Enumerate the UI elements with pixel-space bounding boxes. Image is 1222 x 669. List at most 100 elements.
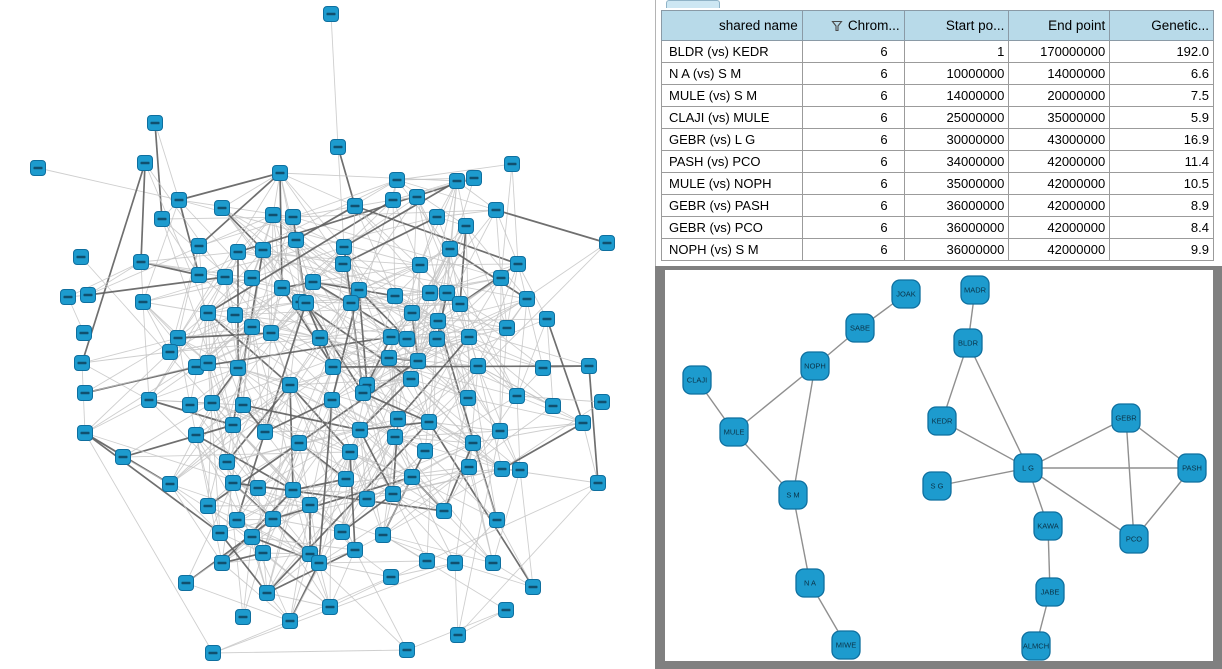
edge-name-cell[interactable]: GEBR (vs) PASH — [661, 194, 803, 217]
value-cell[interactable]: 6 — [801, 194, 905, 217]
column-header-shared-name[interactable]: shared name — [661, 10, 803, 41]
edge-name-cell[interactable]: MULE (vs) S M — [661, 84, 803, 107]
network-edge[interactable] — [967, 342, 1029, 469]
value-cell[interactable]: 6 — [801, 172, 905, 195]
value-cell[interactable]: 6 — [801, 216, 905, 239]
network-node-pash[interactable] — [1177, 453, 1207, 483]
table-row[interactable]: PASH (vs) PCO 6 34000000 42000000 11.4 — [661, 150, 1214, 173]
value-cell[interactable]: 14000000 — [1008, 62, 1111, 85]
table-row[interactable]: N A (vs) S M 6 10000000 14000000 6.6 — [661, 62, 1214, 85]
value-cell[interactable]: 6 — [801, 106, 905, 129]
value-cell[interactable]: 25000000 — [903, 106, 1010, 129]
value-cell[interactable]: 6.6 — [1109, 62, 1214, 85]
network-node-gebr[interactable] — [1111, 403, 1141, 433]
value-cell[interactable]: 42000000 — [1008, 238, 1111, 261]
value-cell[interactable]: 8.4 — [1109, 216, 1214, 239]
table-row[interactable]: GEBR (vs) PASH 6 36000000 42000000 8.9 — [661, 194, 1214, 217]
hairball-network[interactable] — [0, 0, 655, 669]
value-cell[interactable]: 42000000 — [1008, 216, 1111, 239]
network-edge[interactable] — [792, 365, 816, 496]
value-cell[interactable]: 36000000 — [903, 238, 1010, 261]
network-node-noph[interactable] — [800, 351, 830, 381]
value-cell[interactable]: 36000000 — [903, 216, 1010, 239]
network-node-kedr[interactable] — [927, 406, 957, 436]
table-row[interactable]: MULE (vs) S M 6 14000000 20000000 7.5 — [661, 84, 1214, 107]
value-cell[interactable]: 6 — [801, 62, 905, 85]
edge-name-cell[interactable]: GEBR (vs) L G — [661, 128, 803, 151]
value-cell[interactable]: 42000000 — [1008, 194, 1111, 217]
value-cell[interactable]: 170000000 — [1008, 40, 1111, 63]
column-header-chrom---[interactable]: Chrom... — [801, 10, 905, 41]
value-cell[interactable]: 11.4 — [1109, 150, 1214, 173]
table-row[interactable]: GEBR (vs) PCO 6 36000000 42000000 8.4 — [661, 216, 1214, 239]
column-header-start-po---[interactable]: Start po... — [903, 10, 1010, 41]
table-tab-fragment[interactable] — [666, 0, 720, 8]
value-cell[interactable]: 7.5 — [1109, 84, 1214, 107]
value-cell[interactable]: 6 — [801, 238, 905, 261]
network-node-pco[interactable] — [1119, 524, 1149, 554]
network-node-l-g[interactable] — [1013, 453, 1043, 483]
value-cell[interactable]: 30000000 — [903, 128, 1010, 151]
table-row[interactable]: BLDR (vs) KEDR 6 1 170000000 192.0 — [661, 40, 1214, 63]
network-node-sabe[interactable] — [845, 313, 875, 343]
value-cell[interactable]: 42000000 — [1008, 172, 1111, 195]
value-cell[interactable]: 16.9 — [1109, 128, 1214, 151]
value-cell[interactable]: 20000000 — [1008, 84, 1111, 107]
value-cell[interactable]: 6 — [801, 84, 905, 107]
edge-name-cell[interactable]: GEBR (vs) PCO — [661, 216, 803, 239]
table-row[interactable]: MULE (vs) NOPH 6 35000000 42000000 10.5 — [661, 172, 1214, 195]
edge-name-cell[interactable]: NOPH (vs) S M — [661, 238, 803, 261]
network-node-joak[interactable] — [891, 279, 921, 309]
value-cell[interactable]: 10000000 — [903, 62, 1010, 85]
network-node-jabe[interactable] — [1035, 577, 1065, 607]
value-cell[interactable]: 35000000 — [1008, 106, 1111, 129]
network-edge[interactable] — [936, 467, 1029, 487]
value-cell[interactable]: 6 — [801, 40, 905, 63]
network-node-claji[interactable] — [682, 365, 712, 395]
filtered-network[interactable]: CLAJI NOPH SABE JOAK MADR BLDR MULE KEDR GEBR L G… — [665, 270, 1213, 661]
edge-name-cell[interactable]: N A (vs) S M — [661, 62, 803, 85]
network-edge[interactable] — [1027, 467, 1135, 540]
main-network-view[interactable] — [0, 0, 655, 669]
edge-name-cell[interactable]: PASH (vs) PCO — [661, 150, 803, 173]
value-cell[interactable]: 9.9 — [1109, 238, 1214, 261]
value-cell[interactable]: 6 — [801, 150, 905, 173]
network-node-s-g[interactable] — [922, 471, 952, 501]
network-node-bldr[interactable] — [953, 328, 983, 358]
value-cell[interactable]: 34000000 — [903, 150, 1010, 173]
edge-attribute-table[interactable]: shared name Chrom... Start po... End point G… — [661, 10, 1214, 261]
edge-name-cell[interactable]: MULE (vs) NOPH — [661, 172, 803, 195]
value-cell[interactable]: 1 — [903, 40, 1010, 63]
network-node-s-m[interactable] — [778, 480, 808, 510]
value-cell[interactable]: 192.0 — [1109, 40, 1214, 63]
network-edge[interactable] — [1027, 417, 1127, 469]
value-cell[interactable]: 10.5 — [1109, 172, 1214, 195]
value-cell[interactable]: 36000000 — [903, 194, 1010, 217]
network-node-kawa[interactable] — [1033, 511, 1063, 541]
table-row[interactable]: GEBR (vs) L G 6 30000000 43000000 16.9 — [661, 128, 1214, 151]
network-node-almch[interactable] — [1021, 631, 1051, 661]
column-header-end-point[interactable]: End point — [1008, 10, 1111, 41]
network-node-mule[interactable] — [719, 417, 749, 447]
filter-funnel-icon[interactable] — [831, 20, 843, 32]
filtered-network-view[interactable]: CLAJI NOPH SABE JOAK MADR BLDR MULE KEDR GEBR L G… — [665, 270, 1213, 661]
value-cell[interactable]: 42000000 — [1008, 150, 1111, 173]
network-edge[interactable] — [792, 494, 811, 584]
network-edge[interactable] — [1125, 417, 1135, 540]
network-node-miwe[interactable] — [831, 630, 861, 660]
value-cell[interactable]: 43000000 — [1008, 128, 1111, 151]
value-cell[interactable]: 35000000 — [903, 172, 1010, 195]
column-header-genetic---[interactable]: Genetic... — [1109, 10, 1214, 41]
value-cell[interactable]: 6 — [801, 128, 905, 151]
network-node-n-a[interactable] — [795, 568, 825, 598]
network-edge[interactable] — [733, 365, 816, 433]
edge-name-cell[interactable]: CLAJI (vs) MULE — [661, 106, 803, 129]
value-cell[interactable]: 5.9 — [1109, 106, 1214, 129]
edge-name-cell[interactable]: BLDR (vs) KEDR — [661, 40, 803, 63]
table-row[interactable]: CLAJI (vs) MULE 6 25000000 35000000 5.9 — [661, 106, 1214, 129]
network-node-madr[interactable] — [960, 275, 990, 305]
value-cell[interactable]: 14000000 — [903, 84, 1010, 107]
node-label-smudge — [230, 313, 240, 317]
value-cell[interactable]: 8.9 — [1109, 194, 1214, 217]
table-row[interactable]: NOPH (vs) S M 6 36000000 42000000 9.9 — [661, 238, 1214, 261]
